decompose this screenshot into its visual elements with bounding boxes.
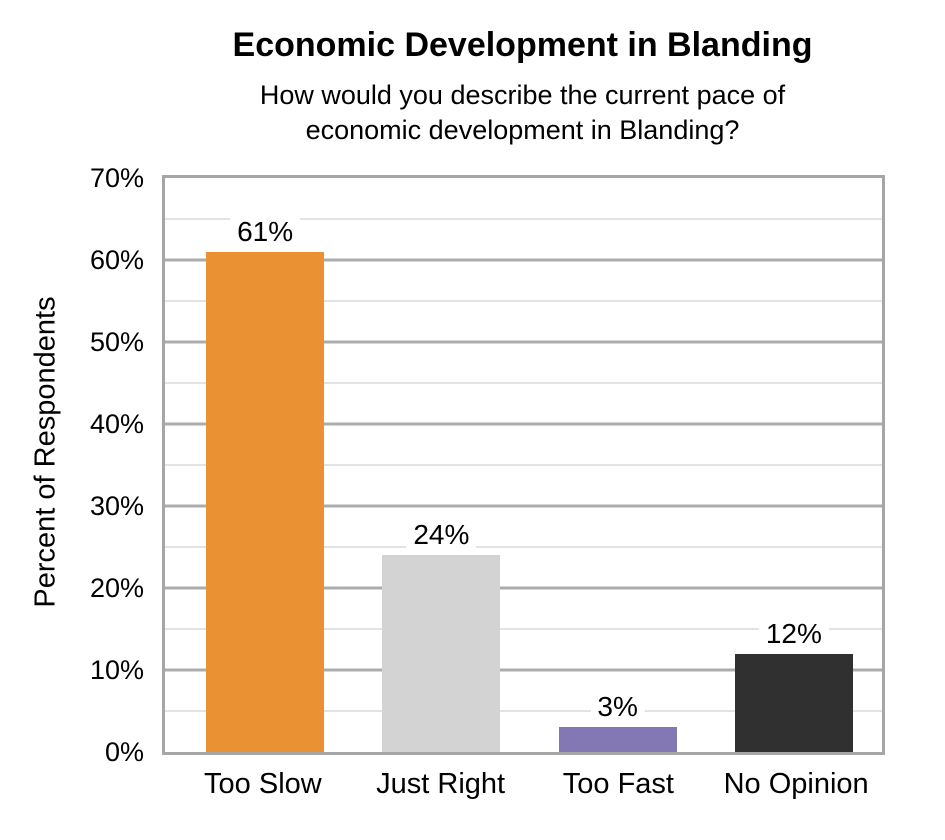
bar-too-slow: 61% bbox=[206, 215, 325, 752]
gridline-minor bbox=[165, 218, 882, 220]
x-axis-tick-labels: Too Slow Just Right Too Fast No Opinion bbox=[174, 766, 885, 802]
gridline-minor bbox=[165, 546, 882, 548]
y-tick-label: 30% bbox=[89, 491, 144, 521]
x-tick-label: Too Fast bbox=[562, 768, 674, 800]
chart-header: Economic Development in Blanding How wou… bbox=[100, 24, 945, 148]
y-tick-label: 20% bbox=[89, 573, 144, 603]
x-tick-label: Too Slow bbox=[204, 768, 322, 800]
bar-slot-just-right: 24% bbox=[353, 178, 529, 752]
bars-container: 61% 24% 3% 12% bbox=[177, 178, 882, 752]
y-tick-label: 40% bbox=[89, 409, 144, 439]
bar-value-label: 61% bbox=[230, 215, 301, 247]
y-tick-label: 60% bbox=[89, 245, 144, 275]
gridline-major bbox=[165, 258, 882, 262]
y-tick-label: 50% bbox=[89, 327, 144, 357]
bar-slot-too-fast: 3% bbox=[530, 178, 706, 752]
chart-subtitle-line-2: economic development in Blanding? bbox=[305, 115, 740, 145]
gridline-minor bbox=[165, 382, 882, 384]
x-tick-label: No Opinion bbox=[723, 768, 869, 800]
y-tick-label: 70% bbox=[89, 163, 144, 193]
bar-slot-too-slow: 61% bbox=[177, 178, 353, 752]
bar-value-label: 24% bbox=[406, 519, 477, 551]
gridline-minor bbox=[165, 628, 882, 630]
plot-area: 61% 24% 3% 12% bbox=[162, 175, 885, 755]
gridline-minor bbox=[165, 710, 882, 712]
bar-just-right: 24% bbox=[382, 519, 501, 752]
bar-slot-no-opinion: 12% bbox=[706, 178, 882, 752]
gridline-minor bbox=[165, 300, 882, 302]
y-tick-label: 0% bbox=[104, 737, 144, 767]
y-tick-label: 10% bbox=[89, 655, 144, 685]
gridline-major bbox=[165, 504, 882, 508]
gridline-major bbox=[165, 422, 882, 426]
gridline-major bbox=[165, 668, 882, 672]
bar-value-label: 12% bbox=[758, 617, 829, 649]
bar-no-opinion: 12% bbox=[734, 617, 853, 752]
gridlines bbox=[165, 178, 882, 752]
bar-value-label: 3% bbox=[590, 691, 645, 723]
gridline-minor bbox=[165, 464, 882, 466]
gridline-major bbox=[165, 340, 882, 344]
gridline-major bbox=[165, 586, 882, 590]
chart-title: Economic Development in Blanding bbox=[232, 26, 813, 64]
chart-subtitle: How would you describe the current pace … bbox=[100, 78, 945, 148]
bar-too-fast: 3% bbox=[558, 691, 677, 752]
x-tick-label: Just Right bbox=[376, 768, 506, 800]
chart-subtitle-line-1: How would you describe the current pace … bbox=[259, 80, 786, 110]
y-axis-tick-labels: 0% 10% 20% 30% 40% 50% 60% 70% bbox=[44, 163, 144, 767]
